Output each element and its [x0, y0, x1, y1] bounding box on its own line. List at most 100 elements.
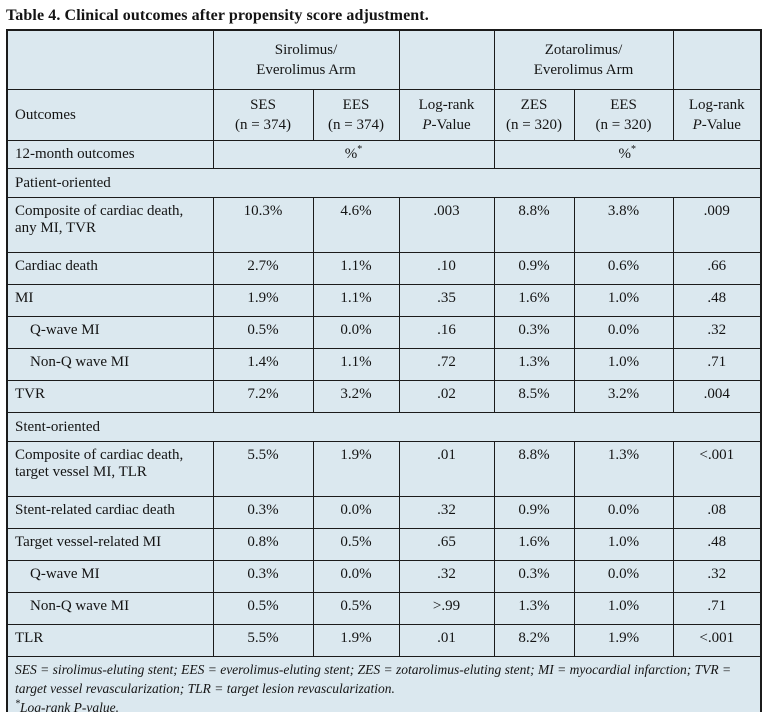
table-row: Composite of cardiac death, target vesse…: [6, 441, 762, 497]
value-cell: .35: [398, 284, 495, 317]
value-cell: 0.0%: [312, 560, 400, 593]
value-cell: .003: [398, 197, 495, 253]
value-cell: 1.6%: [493, 528, 575, 561]
value-cell: 8.8%: [493, 197, 575, 253]
footnote-row: SES = sirolimus-eluting stent; EES = eve…: [6, 656, 762, 712]
value-cell: 0.6%: [573, 252, 674, 285]
table-row: Stent-related cardiac death 0.3% 0.0% .32 0.…: [6, 496, 762, 529]
ees2-header: EES (n = 320): [573, 89, 674, 141]
logrank-header-2: Log-rank P-Value: [672, 89, 762, 141]
ses-header: SES (n = 374): [212, 89, 314, 141]
footnote-logrank: *Log-rank P-value.: [15, 698, 751, 712]
value-cell: 1.9%: [573, 624, 674, 657]
value-cell: 0.0%: [312, 496, 400, 529]
value-cell: 0.0%: [573, 560, 674, 593]
table-row: Q-wave MI 0.3% 0.0% .32 0.3% 0.0% .32: [6, 560, 762, 593]
outcome-label: Composite of cardiac death, target vesse…: [6, 441, 214, 497]
arm-header-row: Sirolimus/ Everolimus Arm Zotarolimus/ E…: [6, 29, 762, 90]
outcome-label: Non-Q wave MI: [6, 348, 214, 381]
value-cell: <.001: [672, 624, 762, 657]
value-cell: .32: [672, 560, 762, 593]
outcome-label: Target vessel-related MI: [6, 528, 214, 561]
empty-corner-cell: [6, 29, 214, 90]
logrank-header-1: Log-rank P-Value: [398, 89, 495, 141]
table-row: Target vessel-related MI 0.8% 0.5% .65 1.6% 1…: [6, 528, 762, 561]
value-cell: 0.0%: [573, 316, 674, 349]
outcome-label: Non-Q wave MI: [6, 592, 214, 625]
value-cell: .009: [672, 197, 762, 253]
value-cell: .65: [398, 528, 495, 561]
value-cell: <.001: [672, 441, 762, 497]
table-row: Non-Q wave MI 0.5% 0.5% >.99 1.3% 1.0% .71: [6, 592, 762, 625]
asterisk: *: [357, 144, 363, 155]
value-cell: 0.3%: [493, 560, 575, 593]
value-cell: 1.1%: [312, 348, 400, 381]
value-cell: 0.0%: [312, 316, 400, 349]
outcome-label: Cardiac death: [6, 252, 214, 285]
value-cell: .71: [672, 348, 762, 381]
section-label: Stent-oriented: [6, 412, 762, 442]
subheader-row: 12-month outcomes %* %*: [6, 140, 762, 169]
value-cell: 1.1%: [312, 252, 400, 285]
footnote-cell: SES = sirolimus-eluting stent; EES = eve…: [6, 656, 762, 712]
value-cell: .01: [398, 624, 495, 657]
value-cell: .02: [398, 380, 495, 413]
p-italic: P: [692, 117, 702, 133]
outcome-label: Q-wave MI: [6, 316, 214, 349]
value-cell: .48: [672, 284, 762, 317]
value-cell: 5.5%: [212, 624, 314, 657]
percent-unit-cell-2: %*: [493, 140, 762, 169]
value-cell: 0.3%: [212, 496, 314, 529]
value-cell: .01: [398, 441, 495, 497]
table-row: Q-wave MI 0.5% 0.0% .16 0.3% 0.0% .32: [6, 316, 762, 349]
value-cell: >.99: [398, 592, 495, 625]
table-row: TLR 5.5% 1.9% .01 8.2% 1.9% <.001: [6, 624, 762, 657]
percent-sign: %: [344, 146, 358, 162]
value-cell: .32: [672, 316, 762, 349]
value-cell: 3.2%: [573, 380, 674, 413]
value-cell: .32: [398, 496, 495, 529]
value-cell: .48: [672, 528, 762, 561]
empty-cell: [672, 29, 762, 90]
p-italic: P: [422, 117, 432, 133]
outcomes-header: Outcomes: [6, 89, 214, 141]
logrank-line1: Log-rank: [418, 96, 475, 113]
value-cell: 3.8%: [573, 197, 674, 253]
table-row: Composite of cardiac death, any MI, TVR 1…: [6, 197, 762, 253]
value-cell: 0.5%: [212, 592, 314, 625]
value-cell: 1.0%: [573, 284, 674, 317]
value-cell: 0.5%: [312, 592, 400, 625]
value-cell: 2.7%: [212, 252, 314, 285]
value-cell: .71: [672, 592, 762, 625]
subheader-label: 12-month outcomes: [6, 140, 214, 169]
value-cell: 1.0%: [573, 528, 674, 561]
table-row: Non-Q wave MI 1.4% 1.1% .72 1.3% 1.0% .71: [6, 348, 762, 381]
footnote-abbreviations: SES = sirolimus-eluting stent; EES = eve…: [15, 660, 751, 698]
percent-sign: %: [618, 146, 632, 162]
value-cell: 1.6%: [493, 284, 575, 317]
table-row: TVR 7.2% 3.2% .02 8.5% 3.2% .004: [6, 380, 762, 413]
arm1-header: Sirolimus/ Everolimus Arm: [212, 29, 400, 90]
percent-unit-cell-1: %*: [212, 140, 495, 169]
value-cell: 5.5%: [212, 441, 314, 497]
value-cell: 0.3%: [493, 316, 575, 349]
value-cell: 8.2%: [493, 624, 575, 657]
value-cell: 7.2%: [212, 380, 314, 413]
value-cell: 0.9%: [493, 252, 575, 285]
asterisk: *: [15, 698, 20, 710]
value-cell: 1.0%: [573, 348, 674, 381]
value-cell: 4.6%: [312, 197, 400, 253]
value-cell: .004: [672, 380, 762, 413]
logrank-note-text: Log-rank P-value.: [20, 700, 119, 712]
value-cell: 1.1%: [312, 284, 400, 317]
column-header-row: Outcomes SES (n = 374) EES (n = 374) Log…: [6, 89, 762, 141]
value-cell: 1.4%: [212, 348, 314, 381]
value-cell: 0.8%: [212, 528, 314, 561]
value-cell: 10.3%: [212, 197, 314, 253]
outcome-label: Composite of cardiac death, any MI, TVR: [6, 197, 214, 253]
value-cell: .10: [398, 252, 495, 285]
p-rest: -Value: [431, 117, 471, 133]
value-cell: 1.9%: [212, 284, 314, 317]
section-header-row: Patient-oriented: [6, 168, 762, 198]
